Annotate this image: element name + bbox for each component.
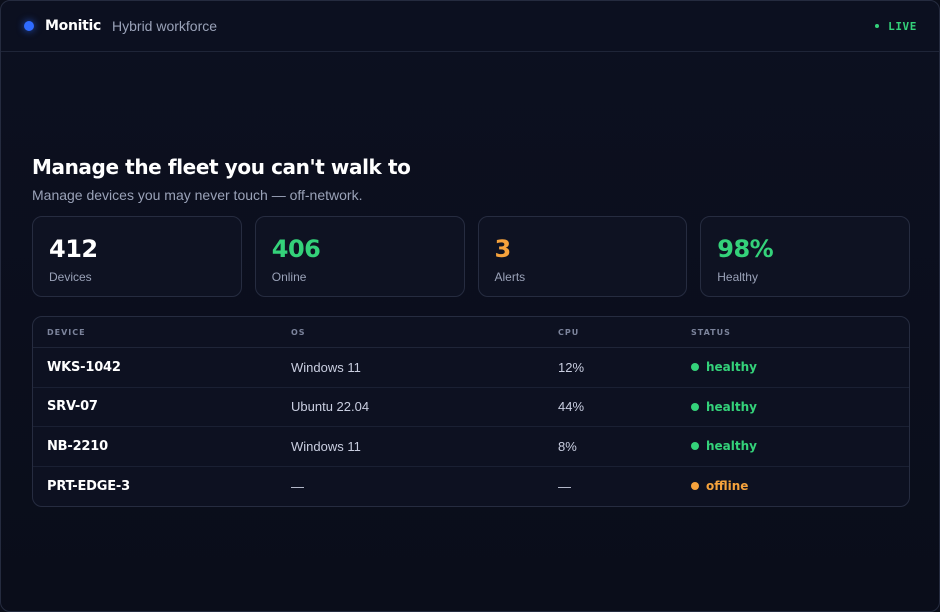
status-text: healthy bbox=[706, 360, 757, 375]
device-os: Windows 11 bbox=[291, 359, 361, 375]
stat-value: 412 bbox=[49, 235, 98, 263]
device-name: PRT-EDGE-3 bbox=[47, 478, 130, 494]
device-os: Ubuntu 22.04 bbox=[291, 399, 370, 415]
status-dot-icon bbox=[691, 402, 699, 411]
status-text: healthy bbox=[706, 399, 757, 414]
column-header-status[interactable]: STATUS bbox=[691, 327, 731, 337]
live-indicator: LIVE bbox=[875, 20, 917, 33]
device-cpu: — bbox=[558, 478, 571, 494]
brand-logo-dot-icon bbox=[24, 21, 34, 31]
table-row[interactable]: WKS-1042 Windows 11 12% healthy bbox=[33, 348, 909, 388]
device-status: healthy bbox=[691, 400, 909, 414]
status-dot-icon bbox=[691, 442, 699, 451]
device-os: — bbox=[291, 478, 304, 494]
live-label: LIVE bbox=[888, 19, 917, 33]
main-content: Manage the fleet you can't walk to Manag… bbox=[32, 153, 910, 507]
device-table: DEVICE OS CPU STATUS WKS-1042 Windows 11… bbox=[32, 316, 910, 507]
device-cpu: 44% bbox=[558, 399, 585, 415]
device-status: healthy bbox=[691, 360, 909, 374]
stat-label: Alerts bbox=[494, 270, 526, 284]
app-subtitle: Hybrid workforce bbox=[112, 18, 218, 34]
stat-value: 98% bbox=[717, 235, 774, 263]
column-header-os[interactable]: OS bbox=[291, 327, 306, 337]
stat-card-online[interactable]: 406 Online bbox=[254, 216, 465, 297]
table-row[interactable]: PRT-EDGE-3 — — offline bbox=[33, 467, 909, 507]
status-text: offline bbox=[706, 479, 749, 494]
status-dot-icon bbox=[691, 363, 699, 372]
stat-card-healthy[interactable]: 98% Healthy bbox=[700, 216, 910, 297]
page-subtitle: Manage devices you may never touch — off… bbox=[32, 187, 363, 203]
device-cpu: 8% bbox=[558, 438, 577, 454]
status-text: healthy bbox=[706, 439, 757, 454]
stat-label: Devices bbox=[49, 270, 92, 284]
app-name[interactable]: Monitic bbox=[45, 18, 102, 34]
device-status: healthy bbox=[691, 439, 909, 453]
device-name: NB-2210 bbox=[47, 438, 108, 454]
device-os: Windows 11 bbox=[291, 438, 361, 454]
table-header-row: DEVICE OS CPU STATUS bbox=[33, 317, 909, 348]
stat-card-devices[interactable]: 412 Devices bbox=[32, 216, 242, 297]
stat-label: Online bbox=[271, 270, 307, 284]
live-dot-icon bbox=[875, 24, 880, 28]
column-header-device[interactable]: DEVICE bbox=[47, 327, 86, 337]
stats-row: 412 Devices 406 Online 3 Alerts 98% Heal… bbox=[32, 216, 910, 297]
stat-label: Healthy bbox=[717, 270, 758, 284]
table-row[interactable]: NB-2210 Windows 11 8% healthy bbox=[33, 427, 909, 467]
column-header-cpu[interactable]: CPU bbox=[558, 327, 580, 337]
stat-value: 406 bbox=[271, 235, 321, 263]
status-dot-icon bbox=[691, 482, 699, 491]
device-cpu: 12% bbox=[558, 359, 585, 375]
table-row[interactable]: SRV-07 Ubuntu 22.04 44% healthy bbox=[33, 388, 909, 427]
stat-value: 3 bbox=[494, 235, 512, 263]
device-name: WKS-1042 bbox=[47, 359, 121, 375]
top-bar: Monitic Hybrid workforce LIVE bbox=[1, 1, 939, 52]
device-name: SRV-07 bbox=[47, 399, 98, 415]
stat-card-alerts[interactable]: 3 Alerts bbox=[477, 216, 688, 297]
page-title: Manage the fleet you can't walk to bbox=[32, 155, 411, 179]
device-status: offline bbox=[691, 479, 909, 493]
